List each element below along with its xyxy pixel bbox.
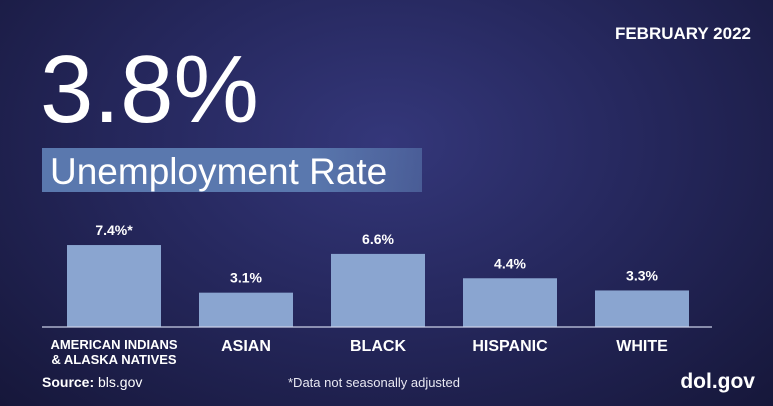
date: FEBRUARY 2022 — [614, 24, 751, 43]
footnote: *Data not seasonally adjusted — [288, 375, 461, 390]
bar — [67, 245, 161, 327]
source-value: bls.gov — [98, 374, 143, 390]
x-tick-label: ASIAN — [221, 338, 271, 355]
value-label: 3.3% — [626, 267, 658, 283]
bar — [331, 253, 425, 327]
source-label: Source: — [42, 374, 95, 390]
x-tick-label: AMERICAN INDIANS & ALASKA NATIVES — [50, 337, 178, 367]
value-label: 4.4% — [494, 255, 526, 271]
website: dol.gov — [680, 370, 755, 393]
source: Source: bls.gov — [42, 374, 142, 390]
value-label: 3.1% — [230, 270, 262, 286]
headline: 3.8% — [40, 36, 259, 143]
chart-title: Unemployment Rate — [50, 151, 388, 192]
value-label: 7.4%* — [95, 222, 133, 238]
x-tick-label: HISPANIC — [472, 338, 548, 355]
value-label: 6.6% — [362, 231, 394, 247]
x-tick-label: WHITE — [616, 338, 668, 355]
bar — [463, 278, 557, 327]
title-band: Unemployment Rate — [42, 148, 422, 192]
bar — [199, 292, 293, 327]
x-tick-label: BLACK — [350, 338, 406, 355]
bar — [595, 290, 689, 327]
